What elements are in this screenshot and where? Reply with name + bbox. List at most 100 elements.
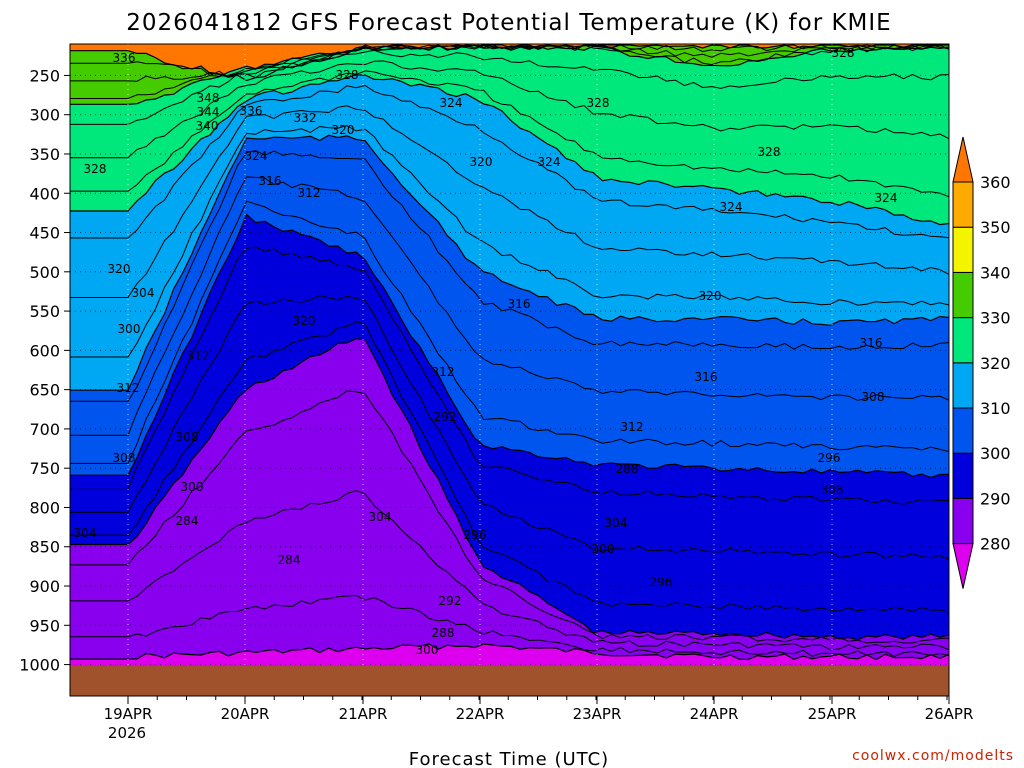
credit-text: coolwx.com/modelts bbox=[852, 748, 1014, 764]
contour-label: 328 bbox=[336, 68, 359, 82]
contour-label: 316 bbox=[695, 370, 718, 384]
surface-layer bbox=[70, 666, 949, 696]
x-tick-label: 26APR bbox=[925, 705, 974, 723]
x-axis-title: Forecast Time (UTC) bbox=[409, 749, 609, 768]
contour-label: 320 bbox=[332, 123, 355, 137]
contour-label: 300 bbox=[181, 480, 204, 494]
contour-label: 304 bbox=[369, 510, 392, 524]
contour-label: 320 bbox=[293, 314, 316, 328]
contour-label: 324 bbox=[245, 149, 268, 163]
plot-frame bbox=[69, 43, 950, 697]
y-tick-label: 1000 bbox=[19, 656, 60, 675]
contour-280-K bbox=[70, 643, 949, 661]
colorbar-band bbox=[952, 317, 974, 364]
y-tick-label: 400 bbox=[29, 184, 60, 203]
y-tick-label: 850 bbox=[29, 538, 60, 557]
contour-label: 284 bbox=[176, 514, 199, 528]
contour-290-K bbox=[70, 338, 949, 641]
contour-label: 328 bbox=[84, 162, 107, 176]
y-tick-label: 750 bbox=[29, 459, 60, 478]
y-tick-label: 250 bbox=[29, 66, 60, 85]
y-tick-label: 800 bbox=[29, 498, 60, 517]
contour-label: 288 bbox=[616, 462, 639, 476]
contour-label: 320 bbox=[699, 289, 722, 303]
y-tick-label: 300 bbox=[29, 106, 60, 125]
contour-label: 316 bbox=[259, 174, 282, 188]
contour-line bbox=[70, 294, 949, 560]
contour-label: 316 bbox=[508, 297, 531, 311]
colorbar-bottom-arrow bbox=[952, 543, 974, 589]
colorbar-band bbox=[952, 407, 974, 454]
contour-label: 324 bbox=[720, 200, 743, 214]
x-axis: 19APR 20APR 21APR 22APR 23APR 24APR 25APR 26APR bbox=[104, 696, 974, 723]
contour-300-K bbox=[70, 213, 949, 479]
contour-line bbox=[70, 490, 949, 651]
colorbar-band bbox=[952, 497, 974, 545]
y-tick-label: 650 bbox=[29, 381, 60, 400]
contour-label: 312 bbox=[187, 349, 210, 363]
contour-label: 308 bbox=[176, 430, 199, 444]
x-year-label: 2026 bbox=[108, 724, 146, 742]
contour-line bbox=[70, 150, 949, 402]
colorbar-tick-label: 310 bbox=[980, 399, 1011, 418]
contour-fill bbox=[70, 44, 949, 696]
contour-label: 292 bbox=[439, 594, 462, 608]
contour-label: 304 bbox=[132, 286, 155, 300]
colorbar-tick-label: 300 bbox=[980, 444, 1011, 463]
contour-line bbox=[70, 105, 949, 298]
colorbar-band bbox=[952, 362, 974, 409]
contour-label: 304 bbox=[74, 526, 97, 540]
y-tick-label: 700 bbox=[29, 420, 60, 439]
contour-label: 292 bbox=[434, 410, 457, 424]
y-tick-label: 950 bbox=[29, 616, 60, 635]
contour-line bbox=[70, 176, 949, 436]
y-tick-label: 900 bbox=[29, 577, 60, 596]
y-axis: 250 300 350 400 450 500 550 600 650 700 750 800 850 9… bbox=[19, 66, 70, 675]
contour-label: 312 bbox=[621, 420, 644, 434]
contour-label: 328 bbox=[832, 46, 855, 60]
colorbar-tick-label: 360 bbox=[980, 173, 1011, 192]
colorbar-tick-label: 320 bbox=[980, 354, 1011, 373]
contour-label: 336 bbox=[113, 51, 136, 65]
contour-line bbox=[70, 60, 949, 159]
contour-line bbox=[70, 594, 949, 657]
colorbar: 280 290 300 310 320 330 340 350 360 bbox=[952, 136, 1011, 589]
contour-label: 324 bbox=[440, 96, 463, 110]
contour-label: 308 bbox=[821, 483, 844, 497]
contour-label: 296 bbox=[464, 528, 487, 542]
x-tick-label: 24APR bbox=[690, 705, 739, 723]
colorbar-band bbox=[952, 181, 974, 228]
y-tick-label: 450 bbox=[29, 224, 60, 243]
contour-label: 300 bbox=[416, 643, 439, 657]
contour-label: 312 bbox=[298, 186, 321, 200]
contour-label: 312 bbox=[432, 365, 455, 379]
contour-label: 308 bbox=[113, 451, 136, 465]
contour-label: 296 bbox=[650, 575, 673, 589]
contour-label: 296 bbox=[818, 451, 841, 465]
contour-line bbox=[70, 321, 949, 613]
colorbar-band bbox=[952, 452, 974, 499]
contour-340-K bbox=[70, 44, 949, 82]
y-tick-label: 550 bbox=[29, 302, 60, 321]
y-tick-label: 350 bbox=[29, 145, 60, 164]
contour-label: 300 bbox=[118, 322, 141, 336]
contour-label: 284 bbox=[278, 553, 301, 567]
contour-label: 340 bbox=[196, 119, 219, 133]
x-tick-label: 20APR bbox=[221, 705, 270, 723]
contour-line bbox=[70, 70, 949, 198]
contour-label: 320 bbox=[108, 262, 131, 276]
contour-lines bbox=[70, 44, 949, 661]
colorbar-band bbox=[952, 271, 974, 319]
contour-line bbox=[70, 390, 949, 644]
y-tick-label: 500 bbox=[29, 263, 60, 282]
x-tick-label: 21APR bbox=[339, 705, 388, 723]
contour-label: 300 bbox=[592, 542, 615, 556]
surface-ground bbox=[70, 666, 949, 696]
contour-label: 324 bbox=[875, 191, 898, 205]
contour-line bbox=[70, 246, 949, 505]
contour-label: 312 bbox=[117, 381, 140, 395]
contour-310-K bbox=[70, 134, 949, 391]
contour-label: 348 bbox=[197, 91, 220, 105]
colorbar-band bbox=[952, 226, 974, 273]
x-tick-label: 19APR bbox=[104, 705, 153, 723]
